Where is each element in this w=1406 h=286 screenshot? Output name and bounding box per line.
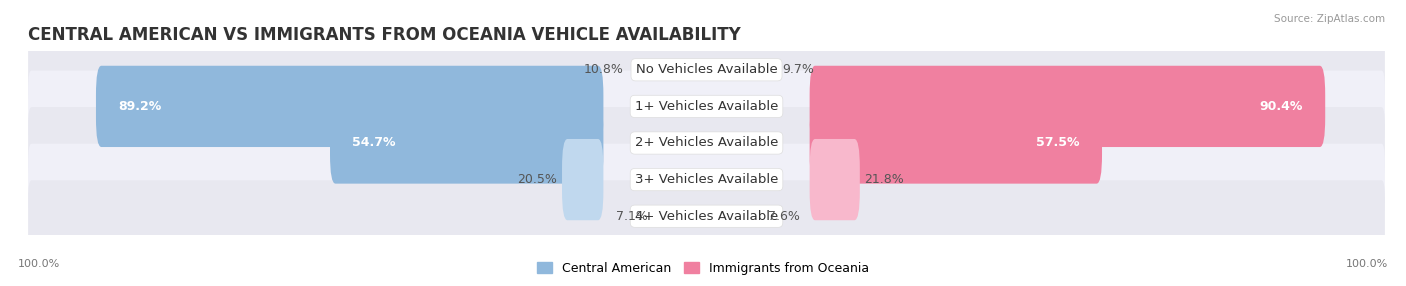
Text: 7.6%: 7.6% bbox=[768, 210, 800, 223]
Text: 1+ Vehicles Available: 1+ Vehicles Available bbox=[636, 100, 778, 113]
FancyBboxPatch shape bbox=[28, 34, 1385, 106]
Text: 100.0%: 100.0% bbox=[18, 259, 60, 269]
Text: CENTRAL AMERICAN VS IMMIGRANTS FROM OCEANIA VEHICLE AVAILABILITY: CENTRAL AMERICAN VS IMMIGRANTS FROM OCEA… bbox=[28, 26, 741, 44]
FancyBboxPatch shape bbox=[810, 139, 860, 220]
FancyBboxPatch shape bbox=[28, 107, 1385, 179]
Text: 89.2%: 89.2% bbox=[118, 100, 162, 113]
Text: 54.7%: 54.7% bbox=[353, 136, 396, 150]
Text: Source: ZipAtlas.com: Source: ZipAtlas.com bbox=[1274, 14, 1385, 24]
Text: 57.5%: 57.5% bbox=[1036, 136, 1080, 150]
Text: 4+ Vehicles Available: 4+ Vehicles Available bbox=[636, 210, 778, 223]
FancyBboxPatch shape bbox=[28, 71, 1385, 142]
Text: 100.0%: 100.0% bbox=[1346, 259, 1388, 269]
Text: 9.7%: 9.7% bbox=[783, 63, 814, 76]
FancyBboxPatch shape bbox=[330, 102, 603, 184]
Text: 21.8%: 21.8% bbox=[865, 173, 904, 186]
FancyBboxPatch shape bbox=[28, 180, 1385, 252]
Legend: Central American, Immigrants from Oceania: Central American, Immigrants from Oceani… bbox=[531, 257, 875, 280]
Text: 7.1%: 7.1% bbox=[616, 210, 648, 223]
Text: 2+ Vehicles Available: 2+ Vehicles Available bbox=[636, 136, 778, 150]
FancyBboxPatch shape bbox=[810, 102, 1102, 184]
FancyBboxPatch shape bbox=[28, 144, 1385, 215]
Text: No Vehicles Available: No Vehicles Available bbox=[636, 63, 778, 76]
Text: 20.5%: 20.5% bbox=[517, 173, 557, 186]
Text: 90.4%: 90.4% bbox=[1260, 100, 1303, 113]
Text: 10.8%: 10.8% bbox=[583, 63, 623, 76]
FancyBboxPatch shape bbox=[96, 66, 603, 147]
FancyBboxPatch shape bbox=[810, 66, 1326, 147]
Text: 3+ Vehicles Available: 3+ Vehicles Available bbox=[636, 173, 778, 186]
FancyBboxPatch shape bbox=[562, 139, 603, 220]
